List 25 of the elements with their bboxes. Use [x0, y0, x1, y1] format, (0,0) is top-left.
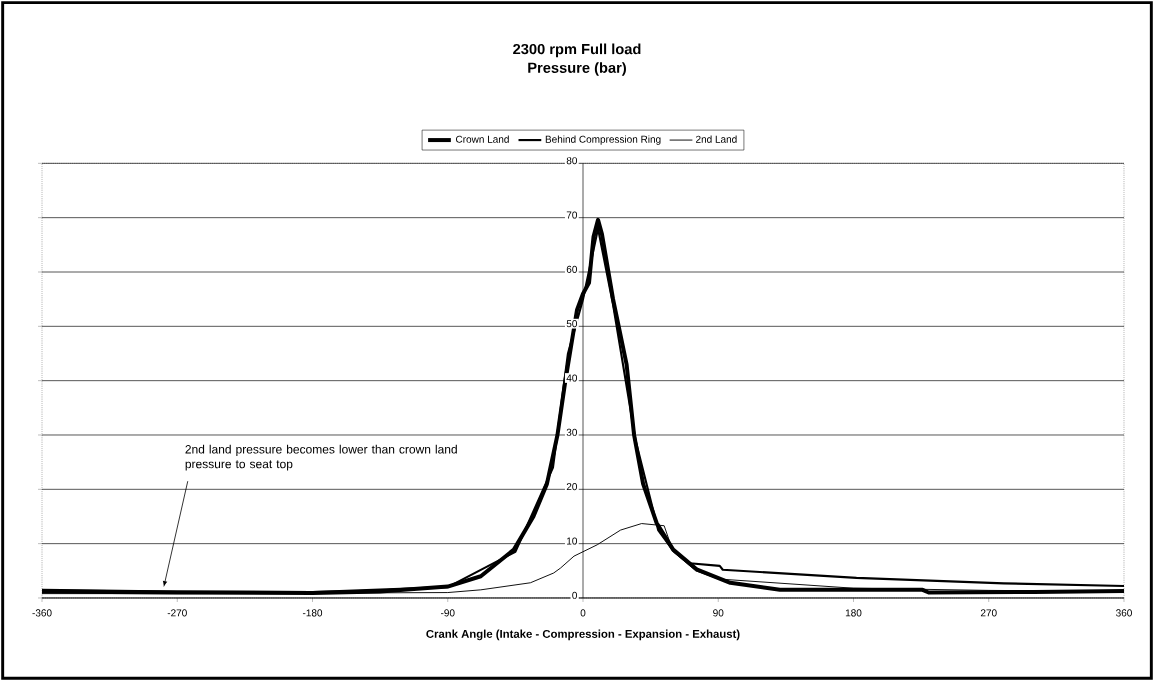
y-tick-label: 0: [572, 591, 578, 599]
x-tick-label: 180: [845, 609, 862, 617]
x-tick-label: -90: [440, 609, 455, 617]
y-tick-label: 70: [566, 211, 578, 219]
legend-label: Behind Compression Ring: [545, 135, 661, 145]
y-tick-label: 40: [566, 374, 578, 382]
y-tick-label: 50: [566, 320, 578, 328]
x-tick-label: 270: [980, 609, 997, 617]
legend-label: 2nd Land: [696, 135, 737, 143]
x-tick-label: 0: [580, 609, 586, 617]
x-tick-label: 360: [1116, 609, 1132, 617]
y-tick-label: 60: [566, 265, 578, 273]
x-tick-label: -270: [167, 609, 187, 617]
x-tick-label: -360: [32, 609, 52, 617]
x-axis-title: Crank Angle (Intake - Compression - Expansion - Exhaust): [426, 629, 740, 641]
y-tick-label: 80: [566, 157, 578, 165]
x-tick-label: -180: [302, 609, 323, 617]
y-tick-label: 10: [567, 537, 578, 545]
y-tick-label: 30: [566, 428, 578, 436]
y-tick-label: 20: [566, 483, 578, 491]
annotation: 2nd land pressure becomes lower than crown land pressure to seat top: [185, 444, 457, 471]
x-tick-label: 90: [713, 609, 724, 617]
chart-subtitle: Pressure (bar): [528, 62, 626, 76]
chart-title: 2300 rpm Full load: [513, 43, 641, 58]
legend-label: Crown Land: [456, 135, 509, 143]
